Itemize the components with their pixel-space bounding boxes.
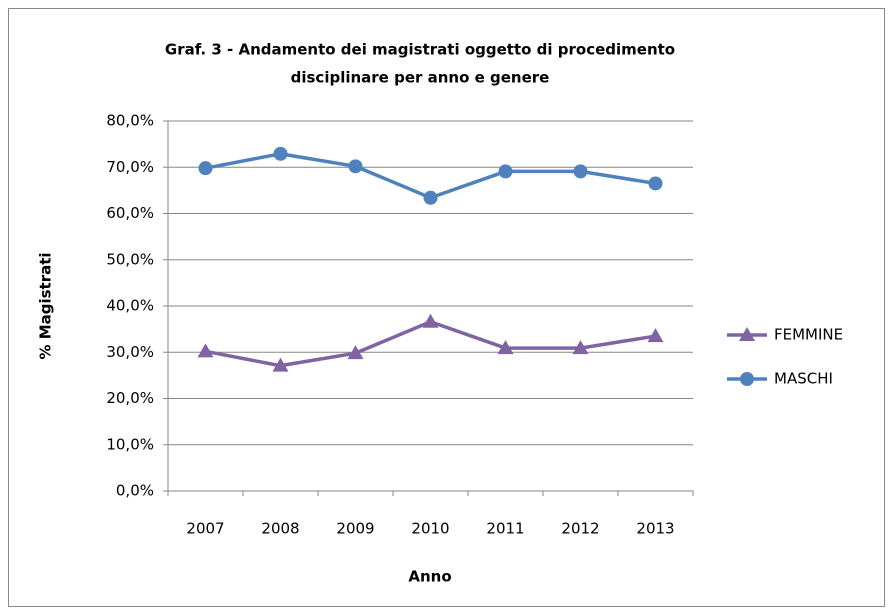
marker <box>423 190 438 205</box>
y-tick-label: 20,0% <box>106 389 154 407</box>
legend-label: MASCHI <box>774 370 833 388</box>
y-tick-label: 80,0% <box>106 112 154 130</box>
marker <box>647 328 664 343</box>
x-axis-label: Anno <box>408 568 451 586</box>
marker <box>198 161 213 176</box>
x-tick-label: 2007 <box>186 520 224 538</box>
marker <box>573 164 588 179</box>
x-tick-label: 2009 <box>336 520 374 538</box>
chart-title: Graf. 3 - Andamento dei magistrati ogget… <box>165 41 675 59</box>
marker <box>273 146 288 161</box>
y-tick-label: 40,0% <box>106 297 154 315</box>
y-axis-label: % Magistrati <box>37 252 55 359</box>
marker <box>272 357 289 372</box>
marker <box>197 343 214 358</box>
y-tick-label: 10,0% <box>106 435 154 453</box>
x-tick-label: 2012 <box>561 520 599 538</box>
marker <box>422 313 439 328</box>
chart-title: disciplinare per anno e genere <box>291 69 550 87</box>
marker <box>497 340 514 355</box>
chart-border <box>8 8 885 607</box>
marker <box>739 327 755 341</box>
x-tick-label: 2011 <box>486 520 524 538</box>
x-tick-label: 2010 <box>411 520 449 538</box>
x-tick-label: 2013 <box>636 520 674 538</box>
marker <box>348 159 363 174</box>
marker <box>648 176 663 191</box>
marker <box>740 372 754 386</box>
y-tick-label: 50,0% <box>106 250 154 268</box>
legend-label: FEMMINE <box>774 326 843 344</box>
marker <box>572 340 589 355</box>
y-tick-label: 30,0% <box>106 343 154 361</box>
y-tick-label: 70,0% <box>106 158 154 176</box>
marker <box>347 345 364 360</box>
marker <box>498 164 513 179</box>
x-tick-label: 2008 <box>261 520 299 538</box>
y-tick-label: 0,0% <box>116 482 154 500</box>
y-tick-label: 60,0% <box>106 204 154 222</box>
